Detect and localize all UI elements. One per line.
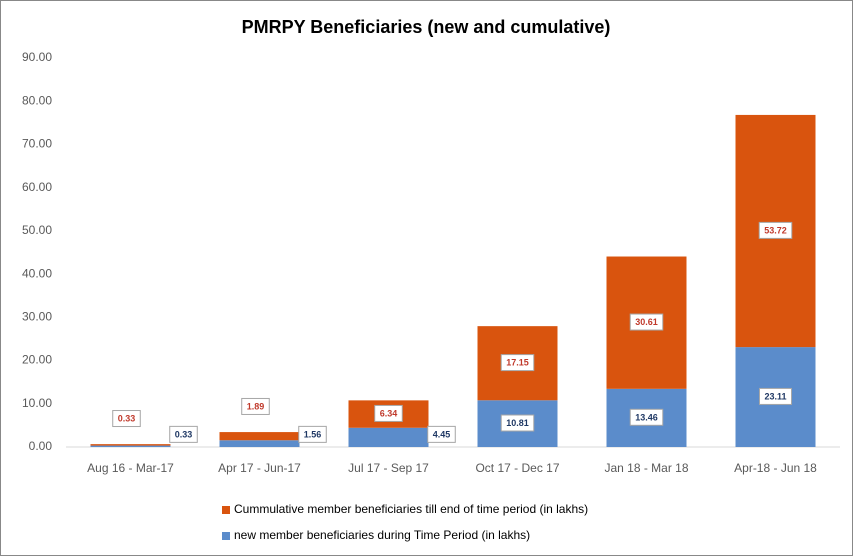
y-tick-label: 60.00 — [22, 180, 52, 194]
data-label-box — [629, 313, 664, 331]
y-tick-label: 40.00 — [22, 266, 52, 280]
x-tick-label: Jul 17 - Sep 17 — [348, 461, 429, 475]
data-label: 6.34 — [380, 408, 398, 418]
bar-segment — [219, 432, 300, 441]
x-tick-label: Apr-18 - Jun 18 — [734, 461, 817, 475]
data-label-box — [374, 404, 403, 422]
data-label: 10.81 — [506, 418, 529, 428]
legend-label: new member beneficiaries during Time Per… — [234, 528, 530, 542]
data-label: 1.89 — [247, 401, 265, 411]
y-tick-label: 0.00 — [29, 439, 53, 453]
bar-segment — [90, 445, 171, 447]
legend-label: Cummulative member beneficiaries till en… — [234, 502, 588, 516]
x-tick-label: Oct 17 - Dec 17 — [475, 461, 559, 475]
x-tick-label: Aug 16 - Mar-17 — [87, 461, 174, 475]
data-label: 0.33 — [175, 429, 193, 439]
y-tick-label: 20.00 — [22, 353, 52, 367]
legend-swatch — [222, 506, 230, 514]
y-tick-label: 90.00 — [22, 50, 52, 64]
data-label-box — [241, 397, 270, 415]
y-tick-label: 30.00 — [22, 310, 52, 324]
y-tick-label: 10.00 — [22, 396, 52, 410]
data-label-box — [500, 414, 535, 432]
y-tick-label: 50.00 — [22, 223, 52, 237]
legend-swatch — [222, 532, 230, 540]
data-label: 0.33 — [118, 414, 136, 424]
data-label-box — [427, 425, 456, 443]
y-tick-label: 70.00 — [22, 137, 52, 151]
y-tick-label: 80.00 — [22, 93, 52, 107]
data-label-box — [500, 354, 535, 372]
data-label: 23.11 — [764, 391, 786, 401]
bar-segment — [90, 444, 171, 446]
x-tick-label: Apr 17 - Jun-17 — [218, 461, 301, 475]
data-label-box — [298, 425, 327, 443]
data-label: 53.72 — [764, 225, 787, 235]
data-label-box — [169, 425, 198, 443]
data-label: 4.45 — [433, 429, 451, 439]
chart-title: PMRPY Beneficiaries (new and cumulative) — [242, 17, 611, 37]
data-label: 13.46 — [635, 412, 658, 422]
data-label-box — [629, 408, 664, 426]
data-label-box — [758, 221, 793, 239]
x-tick-label: Jan 18 - Mar 18 — [604, 461, 688, 475]
bar-segment — [348, 427, 429, 447]
data-label-box — [112, 410, 141, 428]
data-label-box — [758, 387, 793, 405]
data-label: 30.61 — [635, 317, 658, 327]
data-label: 1.56 — [304, 429, 322, 439]
bar-segment — [219, 440, 300, 447]
data-label: 17.15 — [506, 358, 529, 368]
